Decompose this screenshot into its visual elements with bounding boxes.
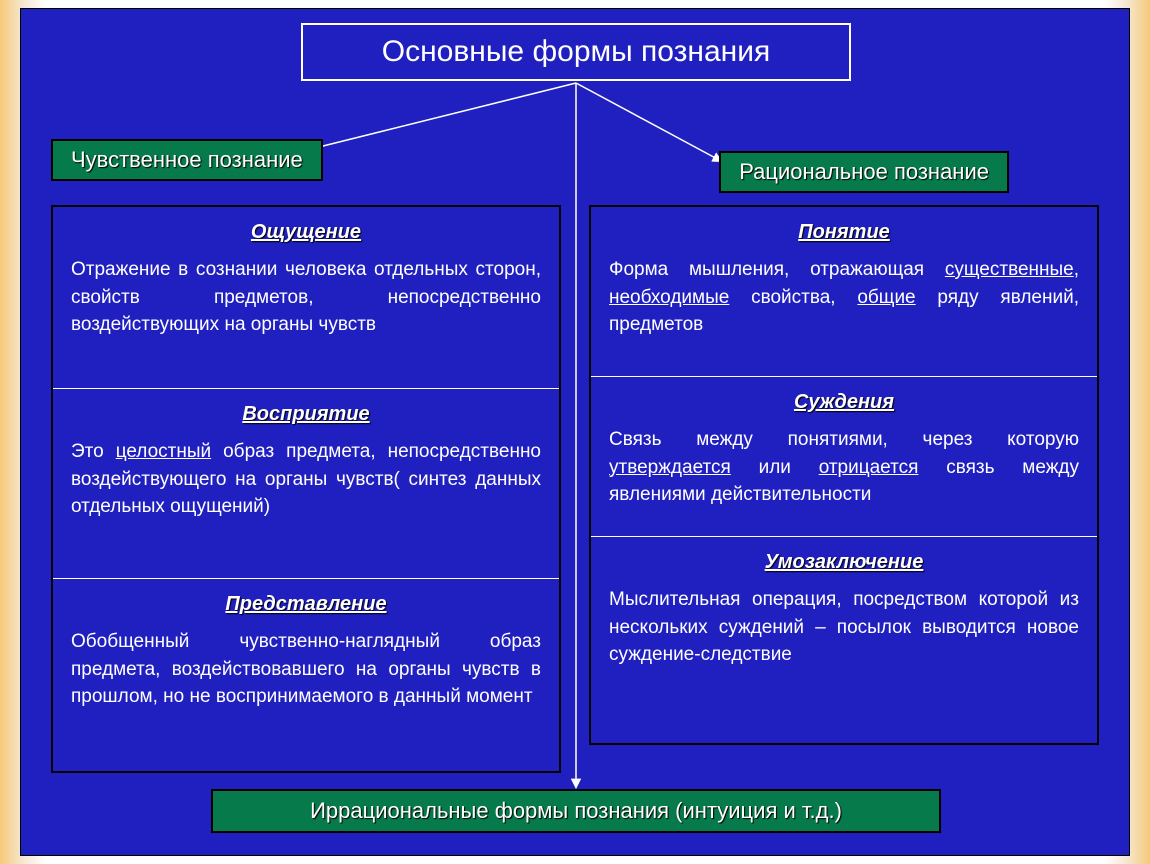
right-cell-2-body: Связь между понятиями, через которую утв… [609,426,1079,509]
right-branch-label: Рациональное познание [739,159,989,185]
left-cell-2-title: Восприятие [71,403,541,426]
bottom-label: Иррациональные формы познания (интуиция … [310,798,842,824]
right-branch-box: Рациональное познание [719,151,1009,193]
left-cell-1-body: Отражение в сознании человека отдельных … [71,256,541,339]
slide-container: Основные формы познания Чувственное позн… [20,8,1130,856]
left-cell-1: Ощущение Отражение в сознании человека о… [53,207,559,389]
left-cell-3-body: Обобщенный чувственно-наглядный образ пр… [71,628,541,711]
main-title: Основные формы познания [301,23,851,81]
left-branch-label: Чувственное познание [71,147,303,173]
left-cell-2: Восприятие Это целостный образ предмета,… [53,389,559,579]
right-cell-2-title: Суждения [609,391,1079,414]
right-cell-3-body: Мыслительная операция, посредством котор… [609,586,1079,669]
left-cell-3: Представление Обобщенный чувственно-нагл… [53,579,559,729]
left-cell-1-title: Ощущение [71,221,541,244]
left-column: Ощущение Отражение в сознании человека о… [51,205,561,773]
right-cell-1-title: Понятие [609,221,1079,244]
bottom-box: Иррациональные формы познания (интуиция … [211,789,941,833]
main-title-text: Основные формы познания [382,35,770,69]
right-cell-3: Умозаключение Мыслительная операция, пос… [591,537,1097,687]
right-cell-2: Суждения Связь между понятиями, через ко… [591,377,1097,537]
right-cell-1: Понятие Форма мышления, отражающая сущес… [591,207,1097,377]
right-cell-1-body: Форма мышления, отражающая существенные,… [609,256,1079,339]
left-cell-3-title: Представление [71,593,541,616]
left-cell-2-body: Это целостный образ предмета, непосредст… [71,438,541,521]
left-branch-box: Чувственное познание [51,139,323,181]
right-column: Понятие Форма мышления, отражающая сущес… [589,205,1099,745]
right-cell-3-title: Умозаключение [609,551,1079,574]
